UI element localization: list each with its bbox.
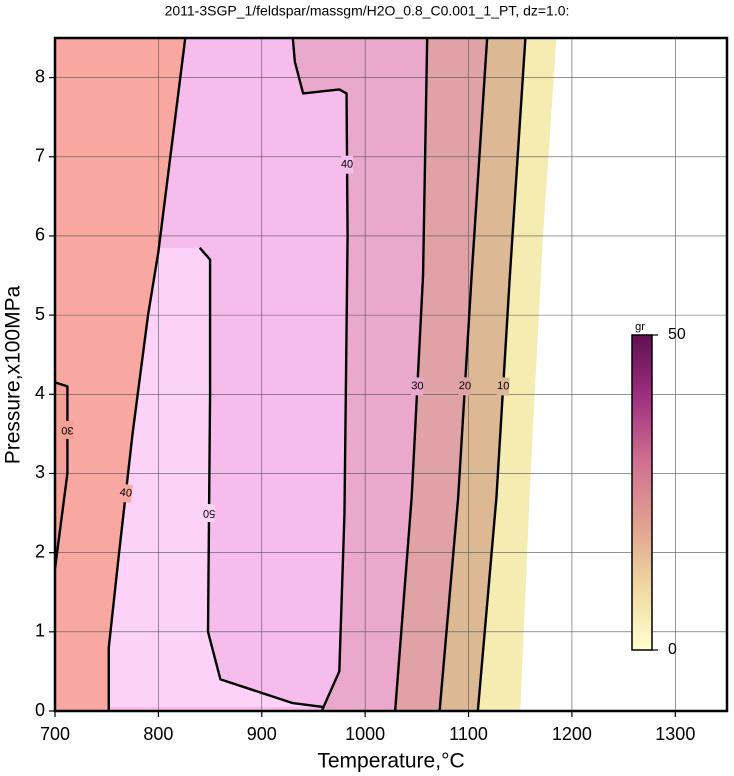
y-tick-label: 8 bbox=[35, 66, 45, 86]
colorbar: gr 0 50 bbox=[631, 321, 686, 658]
contour-line bbox=[198, 247, 324, 709]
contour-label: 30 bbox=[61, 424, 73, 436]
contour-label: 50 bbox=[203, 507, 215, 519]
axes: 700 800 900 1000 1100 1200 1300 0 1 2 3 4 5 6 7 8 bbox=[35, 66, 695, 743]
contour-label-bg bbox=[458, 377, 472, 396]
y-tick-label: 5 bbox=[35, 304, 45, 324]
y-tick-label: 4 bbox=[35, 383, 45, 403]
contour-label-bg bbox=[496, 377, 510, 396]
chart-title: 2011-3SGP_1/feldspar/massgm/H2O_0.8_C0.0… bbox=[165, 3, 570, 19]
x-tick-label: 800 bbox=[143, 724, 173, 744]
colorbar-tick-label: 0 bbox=[668, 641, 677, 658]
contour-label-bg bbox=[118, 483, 133, 503]
contour-label: 40 bbox=[341, 159, 353, 171]
colorbar-label: gr bbox=[635, 321, 645, 333]
contour-label-bg bbox=[410, 377, 424, 396]
x-tick-label: 700 bbox=[40, 724, 70, 744]
contour-lines: 10 20 30 40 50 40 30 bbox=[55, 38, 527, 711]
contour-label: 40 bbox=[119, 487, 133, 500]
contour-label-bg bbox=[340, 155, 354, 174]
contour-label-bg bbox=[202, 504, 216, 523]
y-tick-label: 2 bbox=[35, 541, 45, 561]
x-tick-label: 1000 bbox=[345, 724, 385, 744]
y-tick-label: 0 bbox=[35, 700, 45, 720]
y-tick-label: 7 bbox=[35, 146, 45, 166]
x-tick-label: 1100 bbox=[449, 724, 488, 744]
contour-line bbox=[107, 38, 187, 711]
colorbar-body bbox=[631, 334, 653, 651]
contour-fill bbox=[55, 38, 186, 711]
contour-label-bg bbox=[61, 420, 74, 439]
plot-frame bbox=[53, 36, 729, 713]
contour-label: 20 bbox=[458, 380, 471, 393]
y-tick-label: 6 bbox=[35, 225, 45, 245]
contour-line bbox=[291, 38, 349, 711]
x-tick-label: 1200 bbox=[552, 724, 592, 744]
colorbar-tick-label: 50 bbox=[668, 326, 686, 343]
x-axis-label: Temperature,°C bbox=[317, 750, 464, 773]
contour-label: 10 bbox=[497, 380, 510, 393]
y-axis-label: Pressure,x100MPa bbox=[2, 285, 25, 464]
contour-label: 30 bbox=[411, 380, 424, 393]
y-tick-label: 1 bbox=[35, 621, 45, 641]
x-tick-label: 1300 bbox=[655, 724, 695, 744]
y-tick-label: 3 bbox=[35, 462, 45, 482]
x-tick-label: 900 bbox=[247, 724, 277, 744]
